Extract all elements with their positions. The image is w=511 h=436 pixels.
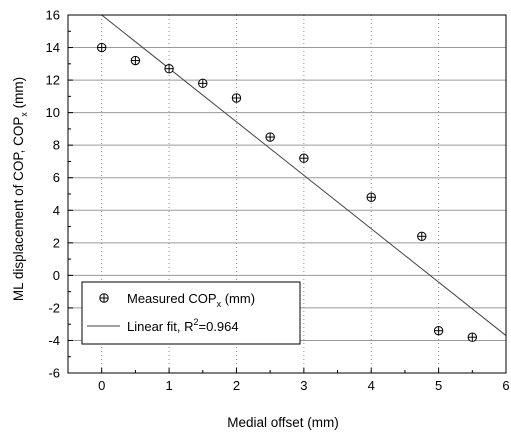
data-point bbox=[299, 153, 309, 163]
y-tick-label: 8 bbox=[53, 138, 60, 153]
y-tick-label: -6 bbox=[48, 366, 60, 381]
y-tick-label: -2 bbox=[48, 300, 60, 315]
x-tick-label: 3 bbox=[300, 378, 307, 393]
legend-measured-main: Measured COP bbox=[127, 291, 217, 306]
legend-fit-suffix: =0.964 bbox=[199, 319, 239, 334]
x-tick-label: 0 bbox=[98, 378, 105, 393]
data-point bbox=[433, 325, 444, 336]
y-tick-label: 10 bbox=[46, 105, 60, 120]
x-tick-label: 5 bbox=[435, 378, 442, 393]
y-axis-title: ML displacement of COP, COPx (mm) bbox=[11, 77, 29, 301]
data-point bbox=[467, 332, 478, 342]
y-axis-title-subscript: x bbox=[19, 112, 29, 117]
data-point bbox=[96, 42, 107, 53]
scatter-points bbox=[96, 42, 478, 342]
legend-fit-main: Linear fit, R bbox=[127, 319, 193, 334]
y-tick-label: 14 bbox=[46, 40, 60, 55]
x-tick-label: 6 bbox=[502, 378, 509, 393]
y-tick-label: 6 bbox=[53, 170, 60, 185]
legend-measured-subscript: x bbox=[217, 299, 222, 309]
data-point bbox=[366, 192, 376, 202]
data-point bbox=[164, 64, 174, 74]
y-tick-label: -4 bbox=[48, 333, 60, 348]
legend-marker-symbol bbox=[99, 293, 109, 303]
x-tick-label: 4 bbox=[368, 378, 375, 393]
y-axis-title-suffix: (mm) bbox=[11, 77, 26, 112]
legend-label-fit: Linear fit, R2=0.964 bbox=[127, 317, 239, 334]
x-tick-label: 1 bbox=[165, 378, 172, 393]
data-point bbox=[231, 93, 242, 103]
data-point bbox=[265, 132, 275, 142]
data-point bbox=[198, 78, 208, 89]
legend: Measured COPx (mm) Linear fit, R2=0.964 bbox=[81, 281, 301, 345]
y-axis-title-main: ML displacement of COP, COP bbox=[11, 117, 26, 302]
y-tick-label: 4 bbox=[53, 203, 60, 218]
y-tick-label: 16 bbox=[46, 8, 60, 23]
x-axis-title: Medial offset (mm) bbox=[227, 415, 339, 430]
legend-marker-measured bbox=[99, 293, 109, 303]
y-tick-label: 12 bbox=[46, 73, 60, 88]
legend-fit-superscript: 2 bbox=[193, 317, 198, 327]
data-point bbox=[130, 55, 141, 66]
y-tick-label: 0 bbox=[53, 268, 60, 283]
x-tick-label: 2 bbox=[233, 378, 240, 393]
legend-label-measured: Measured COPx (mm) bbox=[127, 291, 255, 309]
legend-measured-suffix: (mm) bbox=[221, 291, 255, 306]
y-tick-label: 2 bbox=[53, 235, 60, 250]
data-point bbox=[417, 231, 427, 242]
legend-box bbox=[81, 281, 301, 345]
